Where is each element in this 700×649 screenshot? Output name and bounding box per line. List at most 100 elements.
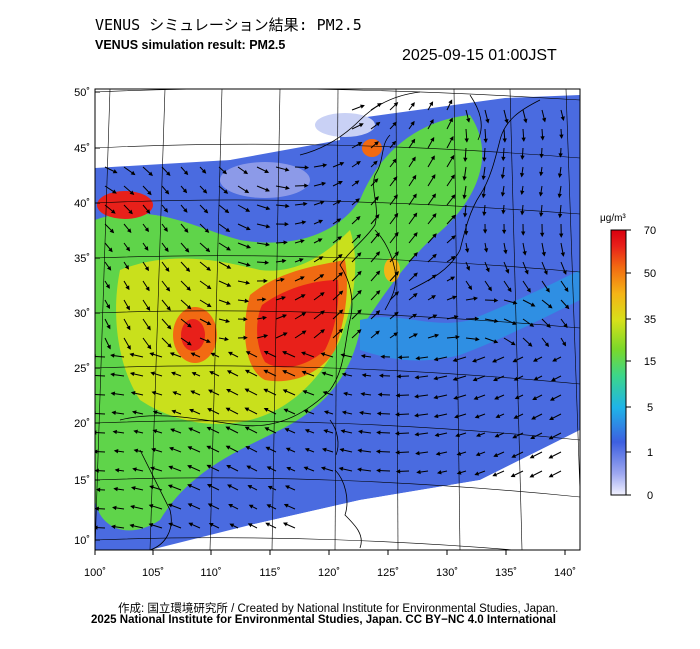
wind-arrow (110, 391, 125, 396)
wind-arrow (481, 166, 486, 181)
wind-arrow (521, 128, 526, 142)
wind-arrow (267, 485, 277, 491)
wind-arrow (294, 294, 306, 301)
wind-arrow (522, 280, 531, 293)
wind-arrow (475, 432, 486, 437)
wind-arrow (207, 408, 220, 415)
wind-arrow (148, 523, 163, 529)
wind-arrow (123, 299, 130, 311)
wind-arrow (199, 337, 211, 343)
wind-arrow (161, 299, 171, 311)
wind-arrow (187, 503, 201, 510)
wind-arrow (180, 299, 192, 310)
wind-arrow (433, 356, 448, 362)
wind-arrow (148, 504, 163, 510)
wind-arrow (456, 470, 467, 475)
wind-arrow (560, 280, 569, 293)
wind-arrow (454, 413, 467, 419)
wind-arrow (395, 412, 410, 417)
wind-arrow (246, 465, 258, 472)
wind-arrow (541, 109, 547, 123)
wind-arrow (113, 486, 125, 492)
wind-arrow (522, 109, 528, 124)
wind-arrow (129, 352, 144, 358)
wind-arrow (455, 432, 467, 438)
wind-arrow (283, 408, 296, 415)
wind-arrow (351, 270, 362, 282)
wind-arrow (218, 280, 232, 287)
wind-arrow (275, 203, 290, 209)
wind-arrow (520, 147, 525, 160)
wind-arrow (142, 223, 150, 233)
wind-arrow (408, 313, 418, 320)
wind-arrow (180, 204, 188, 213)
wind-arrow (95, 373, 106, 378)
wind-arrow (549, 413, 562, 421)
wind-arrow (263, 369, 277, 377)
wind-arrow (560, 299, 570, 310)
wind-arrow (484, 109, 490, 124)
wind-arrow (110, 372, 125, 377)
wind-arrow (161, 204, 169, 213)
wind-arrow (446, 235, 456, 244)
wind-arrow (529, 470, 543, 478)
wind-arrow (320, 352, 334, 358)
wind-arrow (482, 204, 487, 217)
wind-arrow (474, 413, 486, 419)
wind-arrow (370, 251, 381, 263)
wind-arrow (503, 299, 518, 305)
wind-arrow (558, 147, 563, 158)
wind-arrow (520, 204, 525, 216)
latitude-labels: 50˚ 45˚ 40˚ 35˚ 30˚ 25˚ 20˚ 15˚ 10˚ (74, 87, 90, 547)
wind-arrow (244, 407, 258, 415)
wind-arrow (313, 274, 325, 282)
wind-arrow (248, 504, 258, 510)
lat-label-15: 15˚ (74, 475, 90, 487)
wind-arrow (167, 484, 182, 491)
wind-arrow (275, 277, 285, 283)
wind-arrow (513, 375, 524, 381)
wind-arrow (522, 299, 536, 307)
pm25-hotspot-northeast (362, 139, 382, 157)
wind-arrow (522, 242, 527, 256)
colorbar-unit: μg/m³ (600, 213, 626, 224)
colorbar-label-5: 5 (647, 402, 653, 414)
wind-arrow (180, 280, 191, 291)
wind-arrow (123, 204, 133, 215)
wind-arrow (503, 318, 517, 325)
wind-arrow (284, 428, 296, 434)
wind-arrow (133, 429, 144, 434)
wind-arrow (446, 276, 456, 282)
wind-arrow (188, 522, 201, 529)
wind-arrow (351, 329, 362, 339)
wind-arrow (370, 160, 378, 168)
wind-arrow (237, 261, 251, 267)
wind-arrow (206, 445, 220, 453)
wind-arrow (414, 432, 429, 437)
wind-arrow (332, 236, 343, 244)
wind-arrow (229, 523, 239, 529)
wind-arrow (482, 147, 487, 162)
wind-arrow (484, 337, 499, 344)
wind-arrow (152, 410, 163, 415)
wind-arrow (340, 429, 353, 434)
wind-arrow (541, 280, 550, 293)
wind-arrow (199, 280, 212, 290)
wind-arrow (104, 166, 118, 174)
wind-arrow (452, 375, 467, 381)
wind-arrow (263, 407, 277, 415)
wind-arrow (237, 298, 250, 304)
wind-arrow (549, 394, 562, 401)
lon-label-130: 130˚ (436, 567, 458, 579)
credit-line: 作成: 国立環境研究所 / Created by National Instit… (118, 603, 559, 615)
wind-arrow (378, 373, 391, 378)
wind-arrow (282, 389, 296, 396)
wind-arrow (227, 351, 239, 358)
wind-vectors (95, 99, 570, 530)
wind-arrow (275, 258, 287, 264)
wind-arrow (180, 318, 192, 328)
wind-arrow (321, 371, 334, 377)
wind-arrow (294, 165, 310, 170)
wind-arrow (446, 117, 453, 130)
wind-arrow (275, 332, 288, 339)
